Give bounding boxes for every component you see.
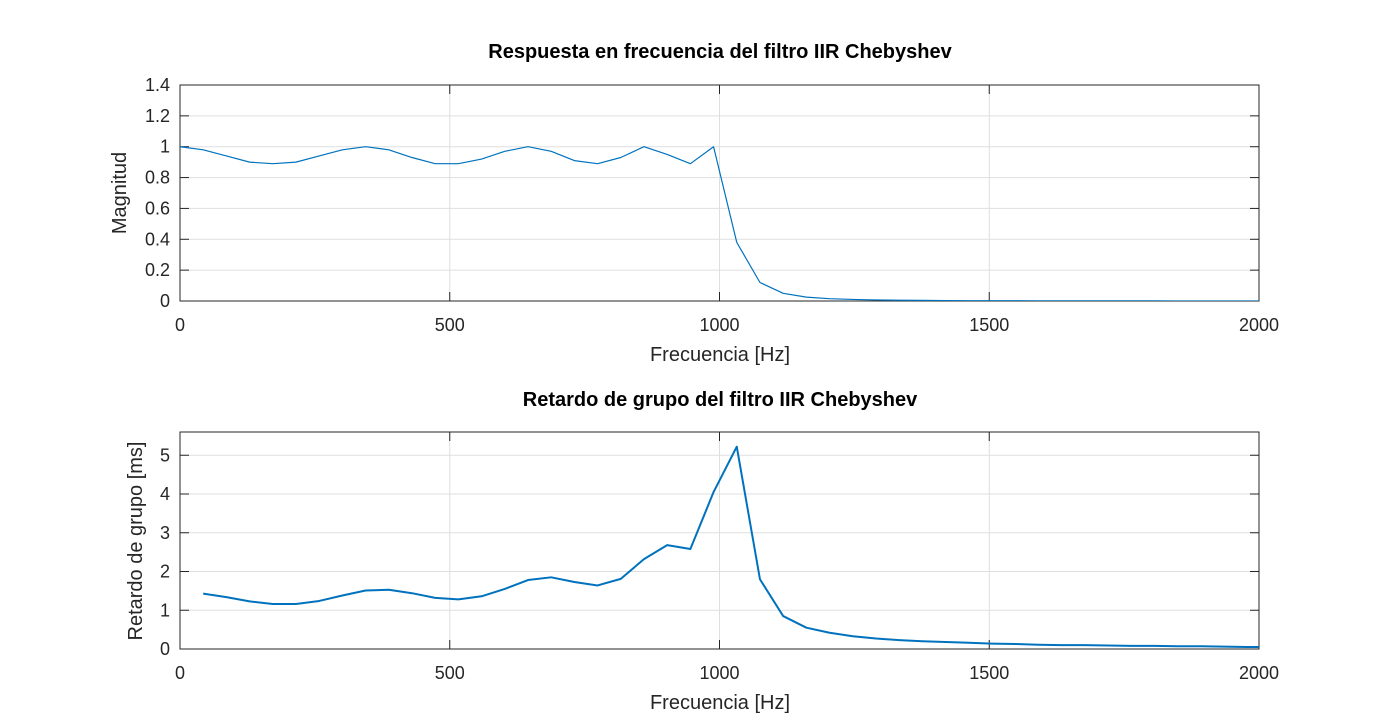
group-delay-y-tick-label: 2 — [160, 562, 170, 582]
magnitude-axes: 0 500 1000 1500 2000 0 0.2 0.4 0.6 0.8 1 1.2 1.4 — [145, 75, 1279, 335]
group-delay-y-tick-label: 1 — [160, 600, 170, 620]
magnitude-plot: Respuesta en frecuencia del filtro IIR C… — [109, 41, 1279, 366]
magnitude-y-tick-label: 1 — [160, 137, 170, 157]
magnitude-series-line — [180, 146, 1259, 301]
magnitude-y-tick-label: 0 — [160, 291, 170, 311]
group-delay-y-tick-label: 3 — [160, 523, 170, 543]
magnitude-ylabel: Magnitud — [109, 152, 131, 234]
group-delay-axes: 0 500 1000 1500 2000 0 1 2 3 4 5 — [160, 431, 1279, 683]
magnitude-y-tick-label: 0.6 — [145, 198, 170, 218]
magnitude-x-tick-label: 0 — [175, 315, 185, 335]
group-delay-x-tick-label: 1000 — [699, 663, 739, 683]
magnitude-title: Respuesta en frecuencia del filtro IIR C… — [488, 41, 952, 63]
magnitude-y-tick-label: 1.2 — [145, 106, 170, 126]
group-delay-title: Retardo de grupo del filtro IIR Chebyshe… — [523, 389, 918, 411]
magnitude-x-tick-label: 2000 — [1239, 315, 1279, 335]
magnitude-y-tick-label: 1.4 — [145, 75, 170, 95]
magnitude-y-tick-label: 0.8 — [145, 168, 170, 188]
magnitude-y-tick-label: 0.4 — [145, 229, 170, 249]
magnitude-x-tick-label: 500 — [435, 315, 465, 335]
magnitude-x-tick-label: 1000 — [699, 315, 739, 335]
group-delay-x-tick-label: 500 — [435, 663, 465, 683]
group-delay-x-tick-label: 1500 — [969, 663, 1009, 683]
group-delay-y-tick-label: 0 — [160, 639, 170, 659]
group-delay-series-line — [203, 445, 1259, 649]
magnitude-y-tick-label: 0.2 — [145, 260, 170, 280]
group-delay-plot: Retardo de grupo del filtro IIR Chebyshe… — [125, 389, 1279, 714]
group-delay-y-tick-label: 4 — [160, 484, 170, 504]
group-delay-ylabel: Retardo de grupo [ms] — [125, 442, 147, 641]
group-delay-xlabel: Frecuencia [Hz] — [650, 692, 790, 714]
group-delay-x-tick-label: 0 — [175, 663, 185, 683]
group-delay-y-tick-label: 5 — [160, 445, 170, 465]
magnitude-xlabel: Frecuencia [Hz] — [650, 344, 790, 366]
magnitude-x-tick-label: 1500 — [969, 315, 1009, 335]
group-delay-x-tick-label: 2000 — [1239, 663, 1279, 683]
